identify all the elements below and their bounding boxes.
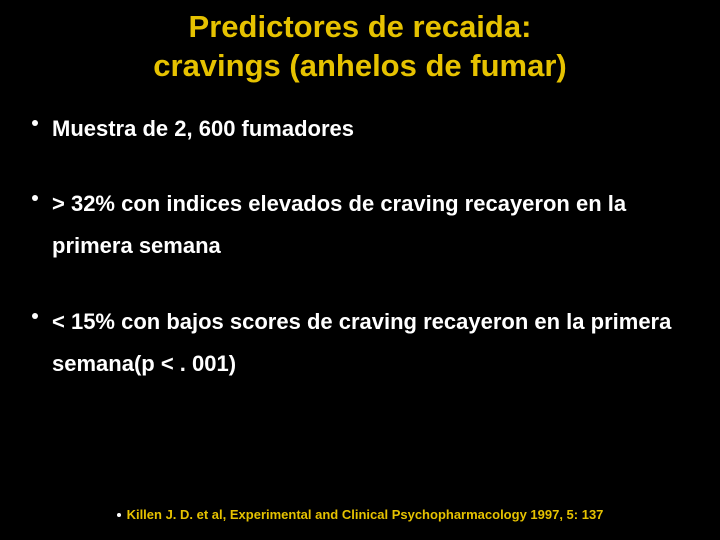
bullet-text: < 15% con bajos scores de craving recaye… [52,301,688,385]
bullet-icon [32,195,38,201]
bullet-text: > 32% con indices elevados de craving re… [52,183,688,267]
bullet-list: Muestra de 2, 600 fumadores > 32% con in… [0,86,720,385]
list-item: > 32% con indices elevados de craving re… [32,183,688,267]
bullet-icon [32,120,38,126]
citation: Killen J. D. et al, Experimental and Cli… [0,504,720,523]
title-line-1: Predictores de recaida: [189,9,532,44]
bullet-icon [32,313,38,319]
list-item: < 15% con bajos scores de craving recaye… [32,301,688,385]
slide-title: Predictores de recaida: cravings (anhelo… [0,0,720,86]
list-item: Muestra de 2, 600 fumadores [32,108,688,150]
bullet-icon [117,513,121,517]
title-line-2: cravings (anhelos de fumar) [153,48,566,83]
slide: Predictores de recaida: cravings (anhelo… [0,0,720,540]
bullet-text: Muestra de 2, 600 fumadores [52,108,354,150]
citation-text: Killen J. D. et al, Experimental and Cli… [127,507,604,522]
